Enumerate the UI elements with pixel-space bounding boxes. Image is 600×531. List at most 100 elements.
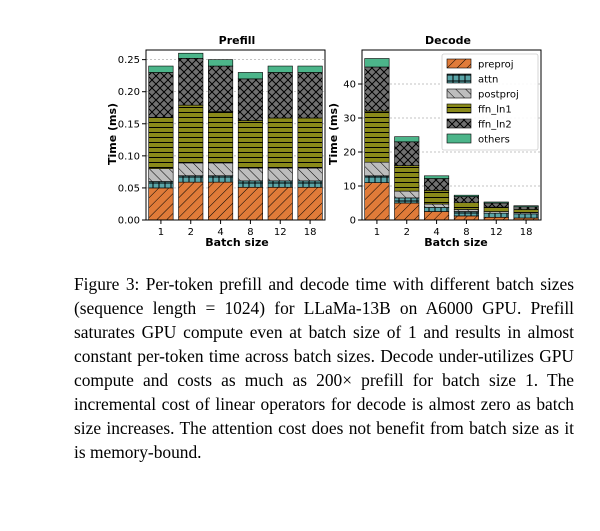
decode-bar-hatch-ffn_ln1 [484, 207, 509, 212]
prefill-x-tick-label: 1 [158, 227, 164, 238]
decode-bar-hatch-attn [424, 207, 449, 212]
decode-bar-hatch-ffn_ln2 [484, 203, 509, 208]
prefill-bar-hatch-postproj [238, 168, 263, 181]
decode-bar-others [364, 58, 390, 68]
legend-label-preproj: preproj [478, 60, 514, 71]
decode-bar-hatch-preproj [394, 203, 419, 220]
prefill-bar-hatch-preproj [178, 182, 203, 220]
decode-bar-hatch-ffn_ln2 [513, 206, 539, 210]
decode-bar-others [483, 201, 509, 204]
decode-x-tick-label: 12 [490, 227, 503, 238]
decode-bar-hatch-postproj [484, 211, 509, 214]
prefill-y-axis-label: Time (ms) [106, 103, 119, 165]
prefill-bar-hatch-attn [208, 175, 233, 183]
decode-x-tick-label: 4 [433, 227, 439, 238]
decode-y-axis-label: Time (ms) [327, 103, 340, 165]
decode-x-tick-label: 1 [374, 227, 380, 238]
prefill-bar-others [237, 72, 263, 80]
prefill-bar-hatch-ffn_ln1 [148, 117, 174, 169]
decode-bar-hatch-ffn_ln2 [454, 196, 479, 203]
prefill-bar-others [297, 65, 323, 73]
legend-label-attn: attn [478, 75, 498, 86]
decode-y-tick-label: 20 [343, 148, 356, 159]
decode-bar-hatch-attn [484, 213, 509, 218]
prefill-x-tick-label: 18 [304, 227, 317, 238]
decode-bar-hatch-ffn_ln1 [394, 165, 419, 192]
prefill-x-tick-label: 8 [247, 227, 253, 238]
decode-x-tick-label: 2 [404, 227, 410, 238]
prefill-bar-hatch-ffn_ln1 [268, 118, 293, 169]
figure-charts: Prefill Time (ms) Batch size 0.00 0.05 0.1… [106, 34, 542, 249]
decode-x-axis-label: Batch size [424, 236, 487, 249]
decode-bar-hatch-preproj [484, 217, 509, 220]
prefill-x-tick-label: 4 [217, 227, 223, 238]
prefill-bar-hatch-attn [148, 181, 174, 188]
prefill-y-tick-label: 0.25 [118, 55, 140, 66]
prefill-bar-hatch-ffn_ln1 [208, 111, 233, 163]
decode-bar-hatch-attn [513, 213, 539, 218]
decode-bar-hatch-ffn_ln2 [424, 178, 449, 191]
decode-y-tick-label: 30 [343, 114, 356, 125]
prefill-bar-hatch-preproj [238, 187, 263, 220]
decode-bar-others [513, 205, 539, 208]
legend-swatch-hatch-preproj [447, 59, 471, 68]
decode-bar-others [424, 175, 450, 179]
prefill-bar-hatch-ffn_ln1 [238, 120, 263, 169]
decode-bar-hatch-attn [394, 197, 419, 203]
decode-bar-hatch-postproj [424, 204, 449, 208]
decode-x-tick-label: 18 [520, 227, 533, 238]
prefill-bar-hatch-attn [297, 180, 323, 188]
figure-caption: Figure 3: Per-token prefill and decode t… [74, 274, 574, 462]
prefill-y-tick-label: 0.00 [118, 216, 140, 227]
prefill-x-tick-label: 2 [188, 227, 194, 238]
prefill-bar-hatch-preproj [268, 187, 293, 220]
decode-bar-hatch-postproj [364, 162, 390, 176]
prefill-bar-hatch-postproj [268, 168, 293, 181]
prefill-y-tick-label: 0.15 [118, 119, 140, 130]
decode-title: Decode [425, 34, 471, 47]
decode-bar-others [394, 136, 420, 143]
decode-bar-hatch-postproj [454, 209, 479, 212]
prefill-bar-hatch-ffn_ln2 [268, 72, 293, 118]
prefill-y-tick-label: 0.05 [118, 183, 140, 194]
prefill-bar-hatch-attn [238, 180, 263, 188]
prefill-panel: Prefill Time (ms) Batch size 0.00 0.05 0.1… [106, 34, 326, 249]
prefill-bar-hatch-postproj [148, 168, 174, 182]
prefill-bar-hatch-preproj [148, 187, 174, 220]
legend-swatch-others [446, 133, 472, 144]
prefill-bar-hatch-ffn_ln2 [238, 78, 263, 121]
legend-swatch-hatch-postproj [447, 89, 471, 98]
decode-bar-hatch-attn [364, 175, 390, 183]
legend-swatch-hatch-ffn_ln1 [447, 104, 471, 113]
decode-bar-hatch-postproj [513, 212, 539, 214]
decode-y-tick-label: 0 [350, 216, 356, 227]
decode-bar-others [453, 194, 479, 197]
decode-y-tick-label: 10 [343, 182, 356, 193]
decode-bar-hatch-attn [454, 211, 479, 216]
decode-bar-hatch-ffn_ln1 [424, 190, 449, 205]
decode-bar-hatch-ffn_ln2 [394, 141, 419, 166]
prefill-bar-hatch-ffn_ln1 [297, 118, 323, 169]
prefill-bar-hatch-postproj [297, 168, 323, 181]
prefill-bar-others [178, 52, 204, 59]
decode-bar-hatch-ffn_ln1 [454, 202, 479, 210]
prefill-bar-hatch-ffn_ln2 [297, 72, 323, 118]
decode-bar-hatch-ffn_ln2 [364, 67, 390, 112]
prefill-bar-hatch-preproj [297, 187, 323, 220]
decode-bar-hatch-preproj [454, 215, 479, 220]
prefill-bar-others [208, 59, 234, 67]
decode-plot-frame [361, 49, 542, 221]
prefill-bar-hatch-attn [268, 180, 293, 188]
prefill-bar-hatch-preproj [208, 182, 233, 220]
legend-label-postproj: postproj [478, 90, 519, 101]
prefill-bar-others [267, 65, 293, 73]
prefill-bar-others [148, 65, 174, 73]
decode-y-tick-label: 40 [343, 80, 356, 91]
prefill-bar-hatch-ffn_ln2 [208, 66, 233, 112]
decode-bar-hatch-preproj [513, 217, 539, 220]
prefill-bar-hatch-ffn_ln2 [148, 72, 174, 118]
prefill-y-tick-label: 0.20 [118, 87, 140, 98]
legend-label-ffn_ln1: ffn_ln1 [478, 105, 512, 116]
legend-swatch-hatch-ffn_ln2 [447, 119, 471, 128]
